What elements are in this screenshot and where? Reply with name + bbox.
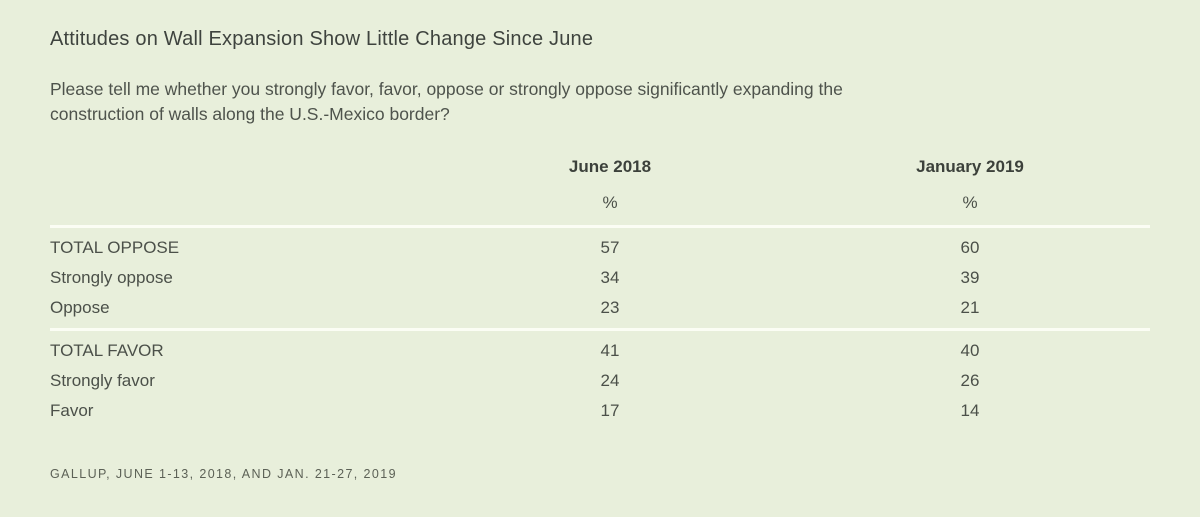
value-cell: 17	[600, 401, 620, 420]
empty-unit-cell	[50, 193, 430, 227]
value-cell: 26	[960, 371, 980, 390]
favor-section: TOTAL FAVOR 41 40 Strongly favor 24 26 F…	[50, 328, 1150, 432]
survey-question: Please tell me whether you strongly favo…	[50, 79, 843, 124]
page-title: Attitudes on Wall Expansion Show Little …	[50, 28, 594, 50]
table-row: Strongly oppose 34 39	[50, 263, 1150, 293]
row-label-oppose: Oppose	[50, 298, 110, 317]
value-cell: 24	[600, 371, 620, 390]
percent-symbol: %	[602, 193, 618, 212]
percent-symbol: %	[962, 193, 978, 212]
value-cell: 57	[430, 225, 790, 263]
row-label-total-favor: TOTAL FAVOR	[50, 328, 430, 366]
value-cell: 14	[960, 401, 980, 420]
value-cell: 40	[790, 328, 1150, 366]
table-row: Favor 17 14	[50, 396, 1150, 431]
table-row: TOTAL OPPOSE 57 60	[50, 225, 1150, 263]
value-cell: 39	[960, 268, 980, 287]
row-label-strongly-favor: Strongly favor	[50, 371, 155, 390]
value-cell: 21	[960, 298, 980, 317]
table-header: June 2018 January 2019 % %	[50, 157, 1150, 227]
value-cell: 41	[430, 328, 790, 366]
oppose-section: TOTAL OPPOSE 57 60 Strongly oppose 34 39…	[50, 225, 1150, 330]
table-row: TOTAL FAVOR 41 40	[50, 328, 1150, 366]
column-header-june-2018: June 2018	[568, 157, 652, 176]
column-header-row: June 2018 January 2019	[50, 157, 1150, 193]
row-label-favor: Favor	[50, 401, 94, 420]
table-row: Oppose 23 21	[50, 293, 1150, 330]
row-label-strongly-oppose: Strongly oppose	[50, 268, 173, 287]
value-cell: 60	[790, 225, 1150, 263]
empty-header-cell	[50, 157, 430, 193]
value-cell: 34	[600, 268, 620, 287]
table-row: Strongly favor 24 26	[50, 366, 1150, 396]
column-header-january-2019: January 2019	[916, 157, 1024, 176]
gallup-poll-card: Attitudes on Wall Expansion Show Little …	[50, 28, 1150, 481]
source-note: GALLUP, JUNE 1-13, 2018, AND JAN. 21-27,…	[50, 467, 397, 481]
unit-row: % %	[50, 193, 1150, 227]
row-label-total-oppose: TOTAL OPPOSE	[50, 225, 430, 263]
results-table: June 2018 January 2019 % % TOTAL OPPOSE …	[50, 157, 1150, 431]
value-cell: 23	[600, 298, 620, 317]
